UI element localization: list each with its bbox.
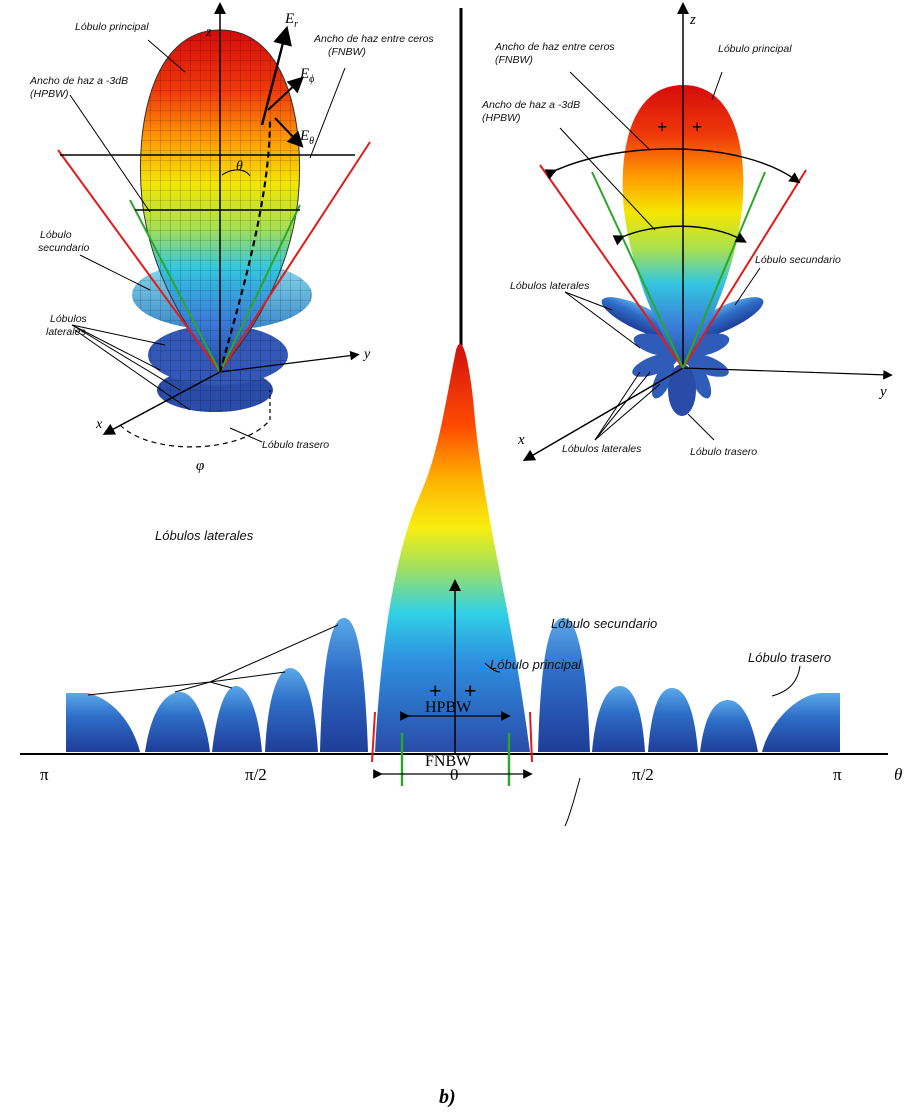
field-ephi-label: Eϕ: [299, 66, 314, 85]
label-secondary-a-right: Lóbulo secundario: [755, 254, 841, 266]
axis-z-a-right: z: [689, 12, 696, 28]
back-lobe-right: [668, 364, 696, 416]
tick-pi-half-left: π/2: [245, 765, 267, 784]
plus-b-1: +: [429, 678, 442, 703]
label-side2-a-left: laterales: [46, 326, 86, 338]
label-side-top-a-right: Lóbulos laterales: [510, 280, 590, 292]
field-er-label: Er: [284, 11, 298, 30]
side-lobe-2d-r2: [592, 686, 645, 752]
label-hpbw-abbr-a-right: (HPBW): [482, 112, 521, 124]
plus-b-2: +: [464, 678, 477, 703]
side-lobe-2d-r3: [648, 688, 698, 752]
label-back-a-right: Lóbulo trasero: [690, 446, 757, 458]
label-secondary-b: Lóbulo secundario: [551, 616, 657, 631]
back-lobe-left-2d: [66, 693, 140, 752]
label-main-lobe-b: Lóbulo principal: [490, 657, 582, 672]
panel-b-pattern-2d: Lóbulo principal + + HPBW FNBW Lóbulos l…: [20, 343, 902, 827]
plus-a-right-1: +: [657, 117, 667, 137]
label-main-lobe-a-right: Lóbulo principal: [718, 43, 792, 55]
label-hpbw-abbr-a-left: (HPBW): [30, 88, 69, 100]
side-lobe-2d-l1: [145, 692, 210, 752]
main-lobe-2d: [375, 343, 530, 752]
axis-theta-a-left: θ: [236, 159, 243, 174]
axis-x-a-left: x: [95, 417, 103, 432]
label-fnbw-b: FNBW: [425, 753, 472, 770]
label-fnbw-a-right: Ancho de haz entre ceros: [494, 41, 615, 53]
axis-x-a-right: x: [517, 432, 525, 448]
back-lobe-right-2d: [762, 693, 840, 752]
panel-a-right-pattern: Ancho de haz entre ceros (FNBW) Ancho de…: [481, 2, 893, 462]
side-lobe-2d-l4: [320, 618, 368, 752]
axis-z-a-left: z: [205, 25, 212, 40]
label-secondary2-a-left: secundario: [38, 242, 90, 254]
fnbw-line-right: [219, 141, 371, 373]
field-etheta-label: Eθ: [299, 128, 314, 147]
label-fnbw-a-left: Ancho de haz entre ceros: [313, 33, 434, 45]
fnbw-line-b-left: [371, 711, 376, 763]
side-lobe-right-1: [601, 297, 679, 339]
label-hpbw-a-left: Ancho de haz a -3dB: [29, 75, 128, 87]
fnbw-line-left: [57, 149, 221, 373]
label-fnbw-abbr-a-right: (FNBW): [495, 54, 533, 66]
axis-phi-a-left: φ: [196, 458, 204, 474]
label-main-lobe-a-left: Lóbulo principal: [75, 21, 149, 33]
label-secondary-a-left: Lóbulo: [40, 229, 72, 241]
label-side-bottom-a-right: Lóbulos laterales: [562, 443, 642, 455]
tick-pi-half-right: π/2: [632, 765, 654, 784]
axis-theta-b: θ: [894, 765, 902, 784]
side-lobe-2d-l2: [212, 686, 262, 752]
side-lobe-2d-r1: [538, 618, 590, 752]
tick-pi-right: π: [833, 765, 842, 784]
label-back-a-left: Lóbulo trasero: [262, 439, 329, 451]
label-hpbw-a-right: Ancho de haz a -3dB: [481, 99, 580, 111]
fnbw-line-b-right: [529, 711, 533, 763]
side-lobe-2d-r4: [700, 700, 758, 752]
tick-zero: 0: [450, 765, 459, 784]
label-hpbw-b: HPBW: [425, 699, 472, 716]
caption-b: b): [439, 1086, 456, 1108]
label-side-a-left: Lóbulos: [50, 313, 88, 325]
label-fnbw-abbr-a-left: (FNBW): [328, 46, 366, 58]
label-side-b: Lóbulos laterales: [155, 528, 254, 543]
panel-a-left-3d-pattern: Lóbulo principal Ancho de haz a -3dB (HP…: [29, 2, 434, 474]
axis-y-a-left: y: [362, 347, 371, 362]
side-lobe-2d-l3: [265, 668, 318, 752]
plus-a-right-2: +: [692, 117, 702, 137]
tick-pi-left: π: [40, 765, 49, 784]
label-back-b: Lóbulo trasero: [748, 650, 831, 665]
axis-y-a-right: y: [878, 384, 887, 400]
